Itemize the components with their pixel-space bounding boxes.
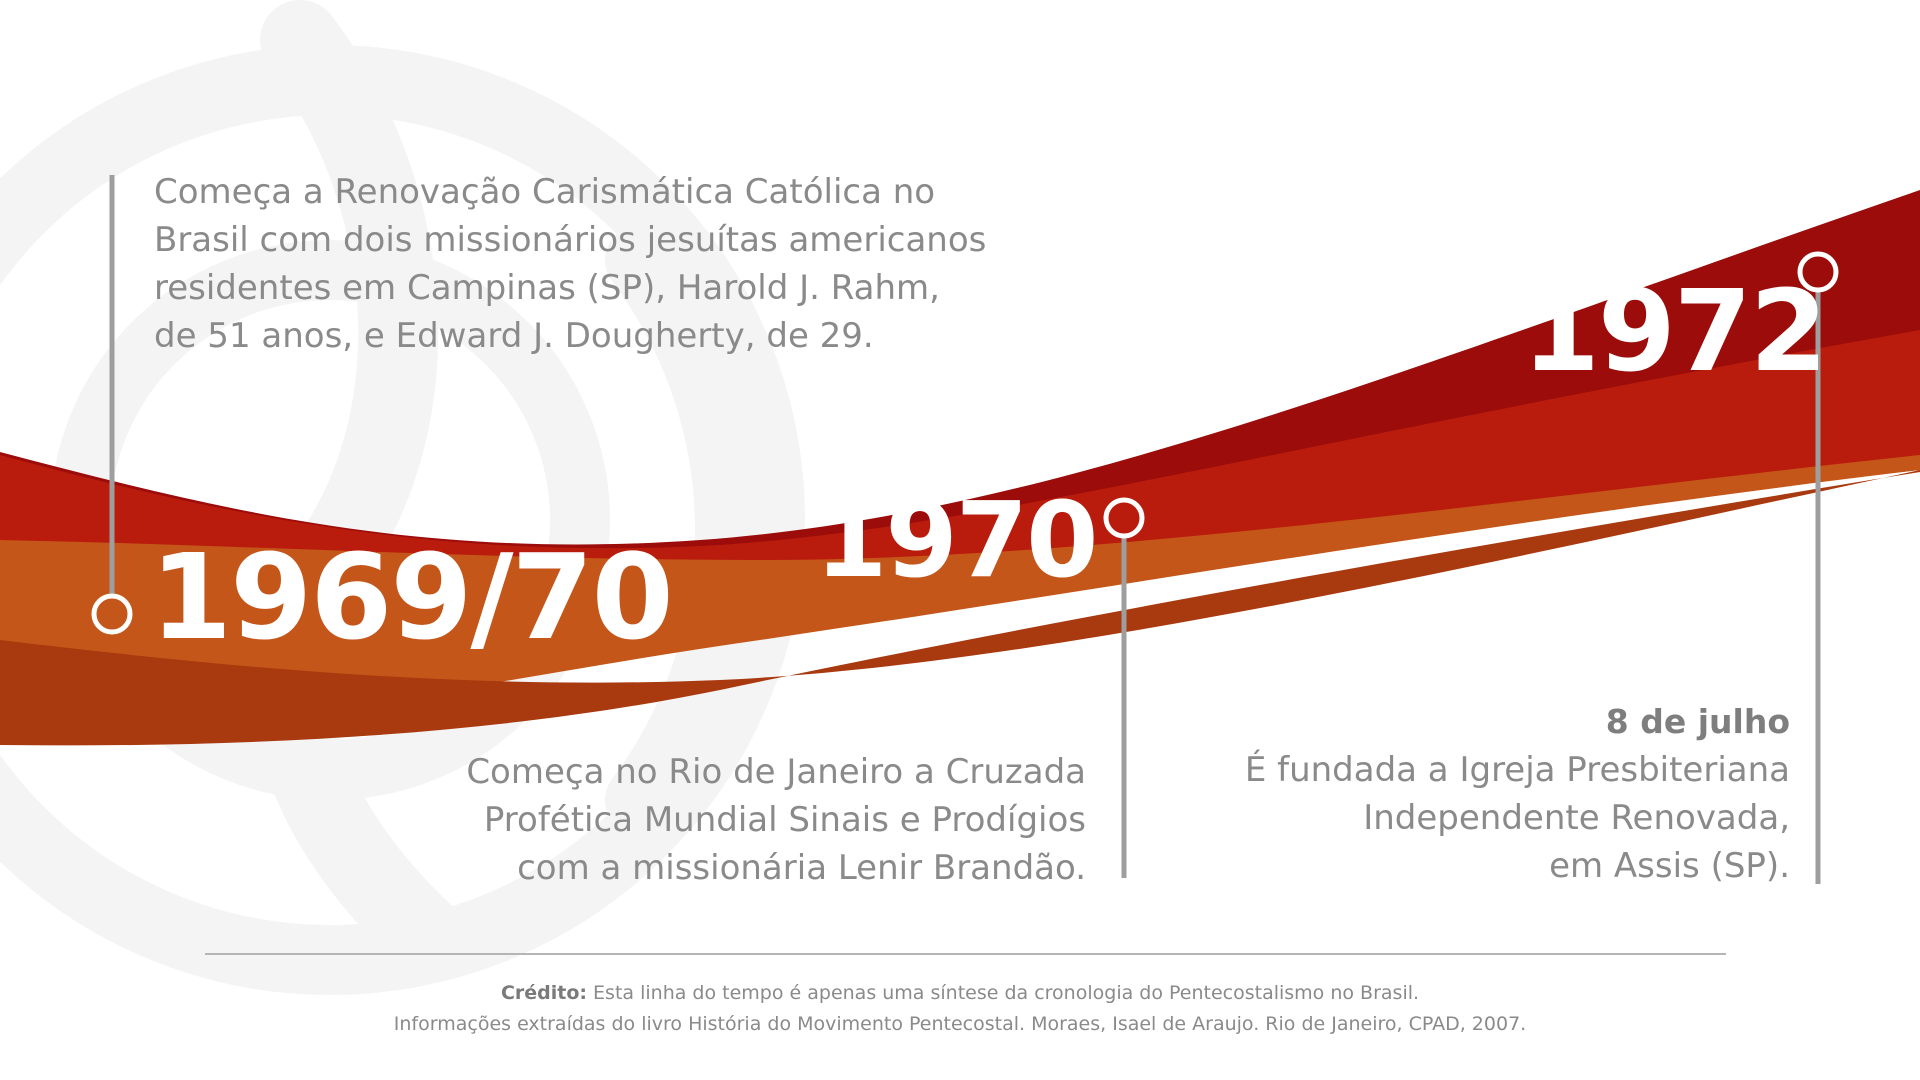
event-date-1972: 8 de julho bbox=[1605, 702, 1790, 741]
credit-line-2: Informações extraídas do livro História … bbox=[393, 1013, 1527, 1035]
description-line: Começa a Renovação Carismática Católica … bbox=[154, 172, 936, 212]
description-line: É fundada a Igreja Presbiteriana bbox=[1244, 750, 1790, 790]
credit-note: Crédito: Esta linha do tempo é apenas um… bbox=[0, 978, 1920, 1040]
event-description-1970: Começa no Rio de Janeiro a Cruzada Profé… bbox=[420, 748, 1086, 892]
credit-line-1: Crédito: Esta linha do tempo é apenas um… bbox=[0, 978, 1920, 1009]
credit-label: Crédito: bbox=[500, 982, 588, 1004]
connector-1969 bbox=[91, 175, 133, 635]
ribbon-dark-orange bbox=[0, 470, 1920, 746]
description-line: Brasil com dois missionários jesuítas am… bbox=[154, 220, 987, 260]
description-line: residentes em Campinas (SP), Harold J. R… bbox=[154, 268, 940, 308]
description-line: Profética Mundial Sinais e Prodígios bbox=[483, 800, 1086, 840]
event-description-1972: 8 de julho É fundada a Igreja Presbiteri… bbox=[1140, 698, 1790, 890]
year-label-1972: 1972 bbox=[1522, 267, 1828, 397]
connector-1972 bbox=[1797, 251, 1839, 884]
year-label-1969-70: 1969/70 bbox=[150, 528, 674, 666]
event-description-1969-70: Começa a Renovação Carismática Católica … bbox=[154, 168, 986, 360]
connector-1970 bbox=[1103, 497, 1145, 878]
marker-1969 bbox=[91, 593, 133, 635]
description-line: com a missionária Lenir Brandão. bbox=[517, 848, 1086, 888]
year-label-1970: 1970 bbox=[815, 479, 1098, 601]
marker-1972 bbox=[1797, 251, 1839, 293]
description-line: em Assis (SP). bbox=[1549, 846, 1790, 886]
ribbon-orange bbox=[0, 455, 1920, 740]
description-line: Independente Renovada, bbox=[1363, 798, 1790, 838]
description-line: Começa no Rio de Janeiro a Cruzada bbox=[466, 752, 1086, 792]
description-line: de 51 anos, e Edward J. Dougherty, de 29… bbox=[154, 316, 874, 356]
credit-text: Esta linha do tempo é apenas uma síntese… bbox=[587, 982, 1420, 1004]
marker-1970 bbox=[1103, 497, 1145, 539]
